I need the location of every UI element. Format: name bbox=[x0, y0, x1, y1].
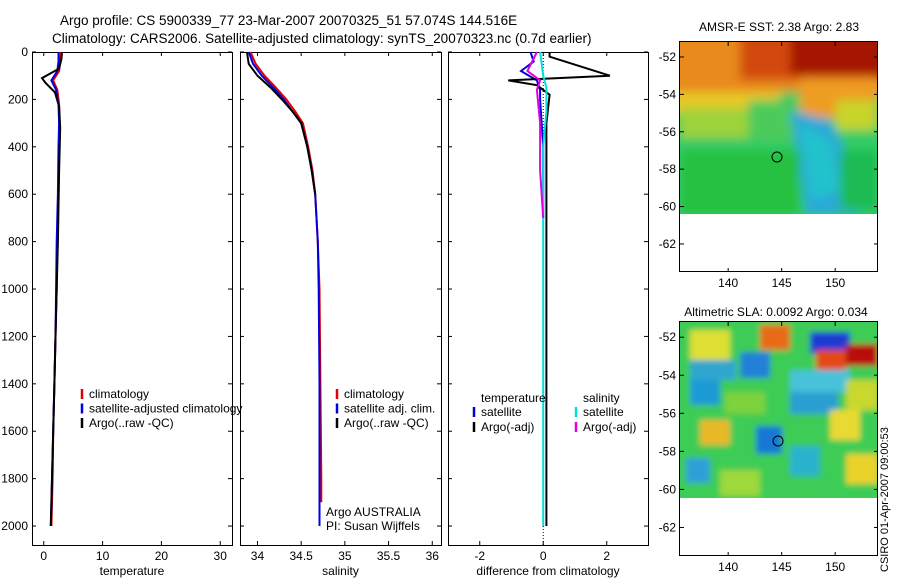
x-tick-label: 35 bbox=[338, 549, 352, 563]
x-tick-label: 34 bbox=[251, 549, 265, 563]
legend-heading: salinity bbox=[583, 391, 620, 405]
series-line bbox=[508, 52, 611, 526]
y-tick-label: 2000 bbox=[1, 519, 28, 533]
annotation-text: PI: Susan Wijffels bbox=[326, 519, 420, 533]
annotation-text: Argo AUSTRALIA bbox=[326, 505, 421, 519]
map-y-tick-label: -56 bbox=[659, 125, 677, 139]
y-tick-label: 400 bbox=[8, 140, 28, 154]
map-y-tick-label: -56 bbox=[659, 406, 677, 420]
sst-argo-marker bbox=[771, 151, 783, 163]
x-tick-label: 35.5 bbox=[377, 549, 401, 563]
map-x-tick-label: 145 bbox=[772, 560, 792, 574]
x-axis-label: difference from climatology bbox=[476, 564, 619, 578]
series-line bbox=[539, 51, 548, 526]
figure-title-line2: Climatology: CARS2006. Satellite-adjuste… bbox=[52, 31, 592, 46]
map-y-tick-label: -62 bbox=[659, 520, 677, 534]
y-tick-label: 1000 bbox=[1, 282, 28, 296]
y-tick-label: 0 bbox=[21, 45, 28, 59]
series-line bbox=[246, 51, 317, 195]
y-tick-label: 1200 bbox=[1, 329, 28, 343]
sla-map-frame bbox=[679, 321, 878, 556]
series-line bbox=[249, 51, 323, 503]
legend-label: Argo(..raw -QC) bbox=[89, 416, 174, 430]
panel-frame bbox=[240, 52, 442, 546]
x-tick-label: 0 bbox=[540, 549, 547, 563]
map-y-tick-label: -60 bbox=[659, 482, 677, 496]
map-x-tick-label: 140 bbox=[718, 276, 738, 290]
legend-label: Argo(..raw -QC) bbox=[344, 416, 429, 430]
map-y-tick-label: -60 bbox=[659, 200, 677, 214]
y-tick-label: 800 bbox=[8, 235, 28, 249]
panel-frame bbox=[32, 52, 233, 546]
x-tick-label: -2 bbox=[474, 549, 485, 563]
map-y-tick-label: -62 bbox=[659, 237, 677, 251]
series-line bbox=[526, 51, 545, 218]
sst-nodata-area bbox=[680, 214, 878, 272]
legend-label: Argo(-adj) bbox=[481, 420, 534, 434]
x-tick-label: 34.5 bbox=[289, 549, 313, 563]
legend-label: Argo(-adj) bbox=[583, 420, 636, 434]
sla-nodata-area bbox=[680, 498, 878, 556]
x-tick-label: 30 bbox=[214, 549, 228, 563]
figure-title-line1: Argo profile: CS 5900339_77 23-Mar-2007 … bbox=[60, 13, 517, 28]
sla-heatmap bbox=[680, 322, 878, 498]
sla-map-title: Altimetric SLA: 0.0092 Argo: 0.034 bbox=[684, 305, 868, 319]
map-x-tick-label: 150 bbox=[825, 560, 845, 574]
legend-label: satellite adj. clim. bbox=[344, 402, 435, 416]
legend-label: climatology bbox=[344, 387, 404, 401]
x-tick-label: 2 bbox=[603, 549, 610, 563]
legend-label: satellite bbox=[481, 405, 522, 419]
map-x-tick-label: 140 bbox=[718, 560, 738, 574]
legend-label: climatology bbox=[89, 387, 149, 401]
series-line bbox=[40, 51, 63, 527]
legend-label: satellite-adjusted climatology bbox=[89, 402, 242, 416]
map-y-tick-label: -54 bbox=[659, 87, 677, 101]
sla-argo-marker bbox=[772, 435, 784, 447]
y-tick-label: 600 bbox=[8, 187, 28, 201]
x-tick-label: 10 bbox=[96, 549, 110, 563]
y-tick-label: 200 bbox=[8, 92, 28, 106]
y-tick-label: 1400 bbox=[1, 377, 28, 391]
map-y-tick-label: -52 bbox=[659, 330, 677, 344]
sst-map-title: AMSR-E SST: 2.38 Argo: 2.83 bbox=[699, 20, 859, 34]
map-y-tick-label: -58 bbox=[659, 162, 677, 176]
x-tick-label: 20 bbox=[155, 549, 169, 563]
sst-heatmap bbox=[680, 42, 878, 214]
panel-frame bbox=[448, 52, 649, 546]
map-y-tick-label: -58 bbox=[659, 444, 677, 458]
y-tick-label: 1600 bbox=[1, 424, 28, 438]
salinity-panel: 34 34.5 35 35.5 36 salinity climatologysatelli… bbox=[240, 51, 442, 578]
map-y-tick-label: -52 bbox=[659, 50, 677, 64]
sst-map-frame bbox=[679, 41, 878, 272]
sla-map-panel: Altimetric SLA: 0.0092 Argo: 0.034 bbox=[659, 305, 878, 574]
y-tick-label: 1800 bbox=[1, 472, 28, 486]
temperature-panel: 0 200 400 600 800 1000 1200 1400 1600 1800 2000 0 10… bbox=[1, 45, 242, 578]
x-axis-label: temperature bbox=[100, 564, 165, 578]
x-tick-label: 36 bbox=[426, 549, 440, 563]
sst-map-panel: AMSR-E SST: 2.38 Argo: 2.83 -52 -54 -56 -58 bbox=[659, 20, 878, 290]
map-x-tick-label: 145 bbox=[772, 276, 792, 290]
side-timestamp: CSIRO 01-Apr-2007 09:00:53 bbox=[879, 427, 891, 572]
map-y-tick-label: -54 bbox=[659, 368, 677, 382]
legend-label: satellite bbox=[583, 405, 624, 419]
x-axis-label: salinity bbox=[322, 564, 359, 578]
legend-heading: temperature bbox=[481, 391, 546, 405]
x-tick-label: 0 bbox=[40, 549, 47, 563]
map-x-tick-label: 150 bbox=[825, 276, 845, 290]
series-line bbox=[247, 51, 321, 526]
